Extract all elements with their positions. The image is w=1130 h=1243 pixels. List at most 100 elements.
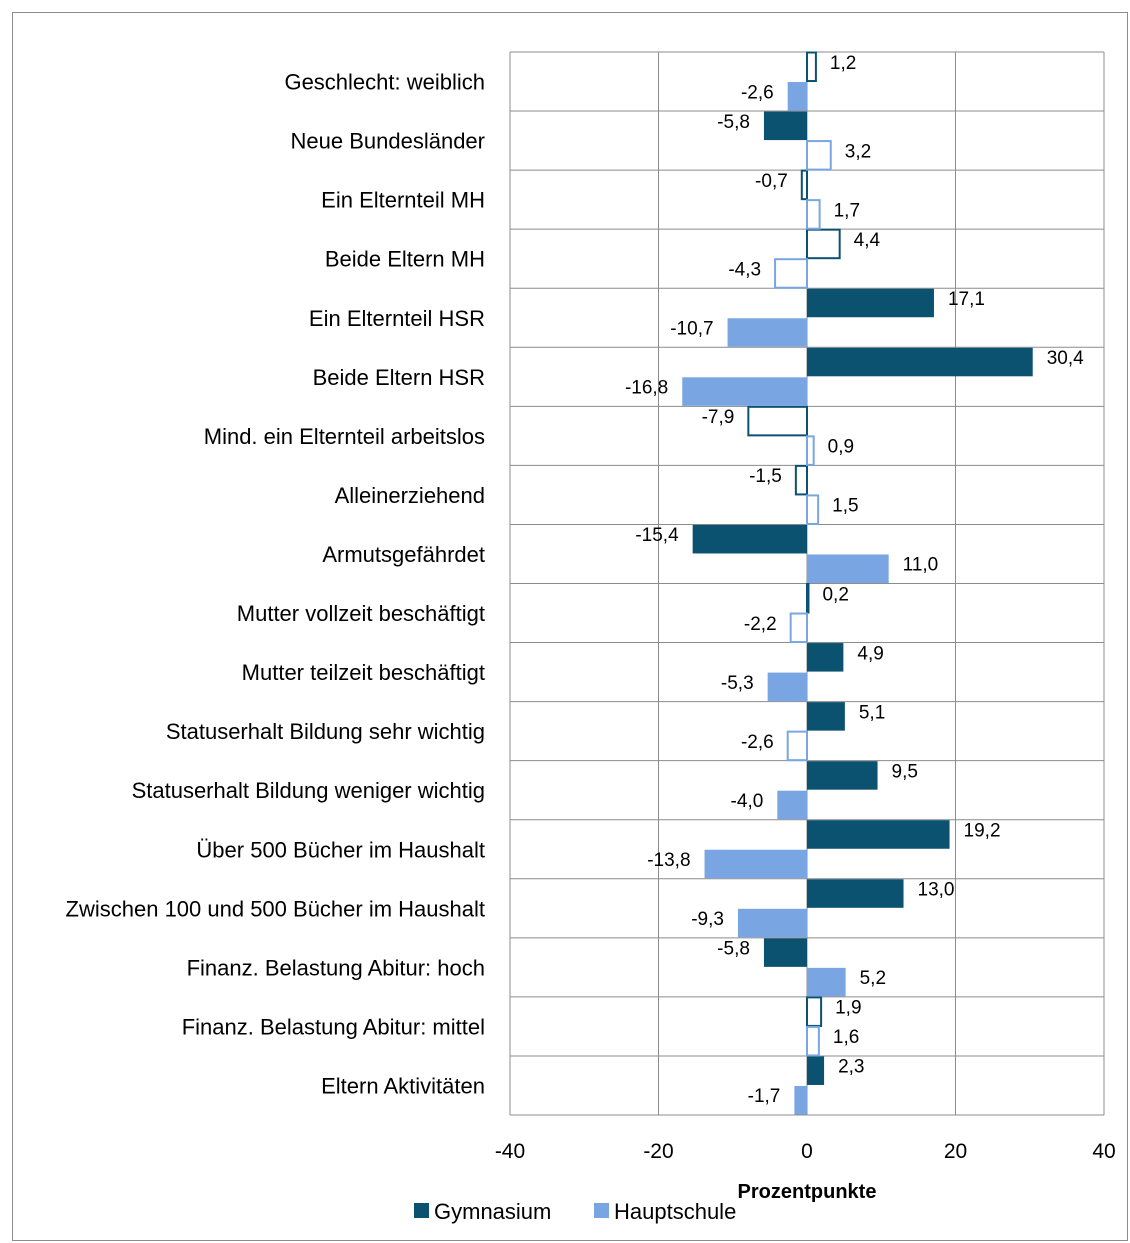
category-label: Geschlecht: weiblich	[284, 70, 485, 95]
category-labels: Geschlecht: weiblich Neue Bundesländer Ein…	[66, 70, 485, 1099]
data-label: -4,0	[731, 791, 764, 812]
bar-gymnasium	[800, 169, 808, 201]
bar-hauptschule	[807, 967, 846, 997]
data-label: -9,3	[691, 909, 724, 930]
data-label: -10,7	[670, 319, 713, 340]
bar-hauptschule	[806, 1025, 820, 1057]
x-tick-label: 40	[1092, 1140, 1115, 1163]
data-labels: 1,2 -5,8 -0,7 4,4 17,1 30,4 -7,9 -1,5 -15,4 0,2 4,…	[625, 53, 1084, 1107]
data-label: -2,6	[741, 732, 774, 753]
data-label: 1,9	[835, 998, 861, 1019]
bar-gymnasium	[807, 761, 878, 790]
bar-gymnasium	[806, 583, 810, 614]
data-label: -13,8	[647, 850, 690, 871]
bar-hauptschule	[807, 554, 889, 583]
data-label: 5,2	[860, 968, 886, 989]
category-label: Beide Eltern HSR	[313, 365, 485, 390]
data-label: -16,8	[625, 378, 668, 399]
category-label: Mind. ein Elternteil arbeitslos	[204, 424, 485, 449]
bar-gymnasium	[806, 996, 823, 1027]
data-label: 3,2	[845, 141, 871, 162]
data-label: -4,3	[728, 259, 761, 280]
data-label: 0,9	[828, 437, 854, 458]
data-label: 17,1	[948, 289, 985, 310]
data-label: 19,2	[964, 820, 1001, 841]
bar-gymnasium	[807, 879, 904, 908]
bar-gymnasium	[807, 820, 950, 849]
x-tick-label: -40	[495, 1140, 525, 1163]
category-label: Beide Eltern MH	[325, 247, 485, 272]
x-tick-label: -20	[643, 1140, 673, 1163]
legend-label-gymnasium: Gymnasium	[434, 1199, 551, 1224]
bar-gymnasium	[807, 347, 1033, 377]
x-axis-label: Prozentpunkte	[738, 1181, 877, 1203]
bar-gymnasium	[763, 938, 807, 967]
category-label: Neue Bundesländer	[291, 129, 485, 154]
data-label: 30,4	[1047, 348, 1084, 369]
bar-hauptschule	[787, 82, 807, 111]
bar-gymnasium	[807, 702, 845, 731]
bar-gymnasium	[794, 464, 808, 496]
bar-hauptschule	[777, 790, 807, 820]
legend-label-hauptschule: Hauptschule	[614, 1199, 736, 1224]
x-tick-label: 20	[944, 1140, 967, 1163]
data-label: 1,6	[833, 1027, 859, 1048]
x-tick-label: 0	[801, 1140, 813, 1163]
bar-gymnasium	[807, 1056, 825, 1085]
bar-hauptschule	[806, 140, 832, 171]
bar-hauptschule	[789, 612, 808, 644]
legend-swatch-gymnasium	[414, 1203, 429, 1218]
data-label: 5,1	[859, 702, 885, 723]
category-label: Statuserhalt Bildung sehr wichtig	[166, 719, 485, 744]
data-label: -0,7	[755, 171, 788, 192]
category-label: Alleinerziehend	[335, 483, 485, 508]
bar-hauptschule	[704, 849, 807, 879]
category-label: Mutter vollzeit beschäftigt	[237, 601, 485, 626]
bar-hauptschule	[737, 908, 807, 938]
category-label: Zwischen 100 und 500 Bücher im Haushalt	[66, 896, 485, 921]
data-label: -5,8	[717, 112, 750, 133]
data-label: 4,4	[854, 230, 881, 251]
bar-hauptschule	[806, 494, 820, 525]
bar-hauptschule	[806, 435, 815, 466]
bar-gymnasium	[806, 228, 841, 260]
legend-swatch-hauptschule	[594, 1203, 609, 1218]
data-label: -5,3	[721, 673, 754, 694]
bar-hauptschule	[786, 730, 809, 762]
data-label: -1,5	[749, 466, 782, 487]
bar-hauptschule	[767, 672, 807, 702]
data-label: -5,8	[717, 939, 750, 960]
category-label: Eltern Aktivitäten	[321, 1073, 485, 1098]
bars	[682, 51, 1033, 1115]
data-label: 1,5	[832, 496, 858, 517]
bar-hauptschule	[727, 318, 807, 347]
bar-gymnasium	[806, 51, 817, 83]
bar-gymnasium	[747, 405, 809, 437]
data-label: 4,9	[857, 643, 883, 664]
data-label: -2,2	[744, 614, 777, 635]
bar-hauptschule	[806, 199, 821, 230]
chart-frame	[12, 12, 1128, 1241]
data-label: 9,5	[892, 761, 918, 782]
category-label: Über 500 Bücher im Haushalt	[196, 837, 485, 862]
x-axis-ticks: -40 -20 0 20 40	[495, 1140, 1116, 1163]
bar-gymnasium	[763, 111, 807, 141]
data-label: -15,4	[635, 525, 679, 546]
data-label: -1,7	[748, 1086, 781, 1107]
bar-gymnasium	[807, 288, 934, 318]
data-label: -7,9	[702, 407, 735, 428]
data-label: 0,2	[822, 584, 848, 605]
category-label: Armutsgefährdet	[322, 542, 485, 567]
data-label: 1,2	[830, 53, 856, 74]
bar-hauptschule	[774, 258, 809, 289]
category-label: Statuserhalt Bildung weniger wichtig	[132, 778, 485, 803]
data-label: 13,0	[918, 880, 955, 901]
data-label: 11,0	[903, 555, 939, 576]
category-label: Finanz. Belastung Abitur: hoch	[187, 955, 485, 980]
data-label: -2,6	[741, 82, 774, 103]
bar-hauptschule	[794, 1085, 807, 1115]
data-label: 1,7	[834, 200, 860, 221]
category-label: Finanz. Belastung Abitur: mittel	[182, 1014, 485, 1039]
bar-gymnasium	[807, 643, 844, 672]
